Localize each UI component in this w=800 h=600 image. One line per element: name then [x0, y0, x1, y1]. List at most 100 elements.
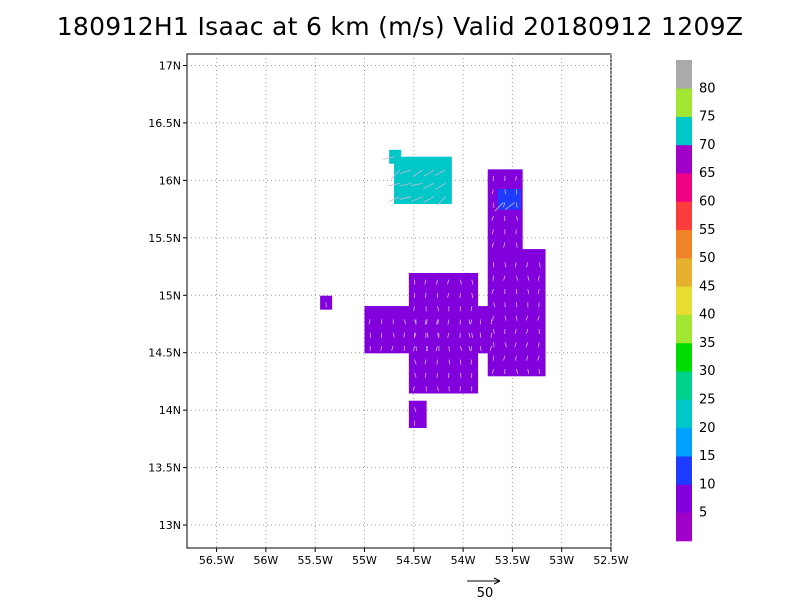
wind-cell — [504, 222, 512, 230]
wind-cell — [487, 275, 495, 283]
colorbar-label: 55 — [699, 223, 716, 238]
wind-cell — [522, 342, 529, 350]
wind-cell — [443, 272, 450, 281]
wind-cell — [487, 302, 495, 310]
wind-barb — [527, 288, 530, 295]
wind-barb — [470, 319, 473, 325]
wind-cell — [420, 319, 427, 327]
wind-cell — [426, 366, 433, 374]
wind-barb — [412, 386, 415, 392]
wind-cell — [499, 176, 506, 184]
wind-barb — [515, 215, 519, 221]
wind-cell — [539, 302, 546, 310]
wind-cell — [487, 315, 495, 323]
wind-cell — [499, 329, 506, 337]
wind-cell — [527, 355, 535, 363]
wind-cell — [437, 292, 444, 301]
wind-cell — [426, 379, 433, 387]
wind-barb — [424, 279, 427, 285]
wind-cell — [474, 319, 481, 327]
wind-cell — [493, 215, 500, 224]
wind-cell — [389, 156, 396, 164]
wind-cell — [414, 306, 421, 314]
wind-cell — [468, 339, 476, 347]
wind-cell — [394, 170, 401, 178]
wind-cell — [375, 332, 383, 340]
wind-cell — [431, 319, 439, 327]
wind-cell — [539, 262, 546, 270]
wind-barb — [468, 332, 471, 338]
y-tick-label: 14N — [159, 404, 181, 417]
wind-cell — [493, 209, 500, 217]
colorbar-segment — [676, 144, 692, 174]
wind-cell — [405, 156, 412, 164]
wind-cell — [428, 176, 435, 184]
wind-cell — [539, 269, 546, 277]
wind-cell — [487, 342, 495, 350]
wind-cell — [437, 359, 444, 367]
wind-cell — [516, 322, 523, 330]
wind-cell — [499, 302, 506, 310]
y-tick-label: 15.5N — [148, 232, 181, 245]
wind-barb — [490, 332, 493, 338]
wind-barb — [459, 346, 463, 352]
wind-cell — [522, 289, 529, 297]
wind-barb — [515, 202, 518, 208]
wind-cell — [487, 282, 495, 290]
wind-cell — [443, 306, 450, 314]
colorbar-segment — [676, 512, 692, 542]
wind-cell — [420, 359, 427, 367]
wind-cell — [487, 209, 495, 217]
wind-cell — [434, 196, 441, 204]
wind-cell — [504, 235, 512, 244]
wind-barb — [425, 346, 429, 352]
wind-barb — [489, 345, 493, 351]
wind-barb — [425, 386, 428, 392]
wind-cell — [533, 349, 540, 357]
wind-cell — [527, 289, 535, 297]
wind-cell — [460, 299, 467, 307]
wind-cell — [448, 319, 456, 327]
wind-cell — [504, 215, 512, 224]
wind-cell — [510, 362, 517, 370]
wind-cell — [364, 339, 371, 347]
wind-barb — [504, 189, 507, 195]
wind-cell — [370, 332, 377, 340]
wind-cell — [539, 275, 546, 283]
wind-cell — [394, 176, 401, 184]
wind-cell — [504, 182, 512, 190]
wind-cell — [522, 349, 529, 357]
wind-cell — [454, 379, 461, 387]
wind-barb — [538, 342, 540, 348]
wind-cell — [364, 326, 371, 334]
wind-cell — [533, 295, 540, 303]
wind-cell — [480, 346, 487, 354]
wind-cell — [533, 355, 540, 363]
wind-barb — [537, 355, 540, 361]
wind-cell — [422, 170, 429, 178]
wind-barb — [526, 355, 529, 361]
wind-cell — [504, 269, 512, 277]
wind-barbs — [325, 156, 541, 426]
wind-cell — [460, 286, 467, 294]
wind-cell — [468, 326, 476, 334]
x-tick-label: 56.5W — [199, 554, 234, 567]
wind-cell — [471, 279, 479, 287]
wind-cell — [370, 312, 377, 320]
wind-cell — [443, 366, 450, 374]
wind-cell — [539, 369, 546, 377]
wind-cell — [527, 249, 535, 257]
wind-cell — [434, 190, 441, 198]
wind-cell — [522, 309, 529, 317]
wind-cell — [405, 170, 412, 178]
wind-cell — [533, 309, 540, 317]
wind-cell — [387, 326, 394, 334]
wind-cell — [493, 342, 500, 350]
wind-barb — [412, 346, 415, 352]
wind-cell — [533, 315, 540, 323]
wind-cell — [471, 366, 479, 374]
wind-cell — [445, 170, 452, 178]
wind-cell — [527, 269, 535, 277]
wind-cell — [493, 275, 500, 283]
wind-barb — [427, 332, 429, 338]
